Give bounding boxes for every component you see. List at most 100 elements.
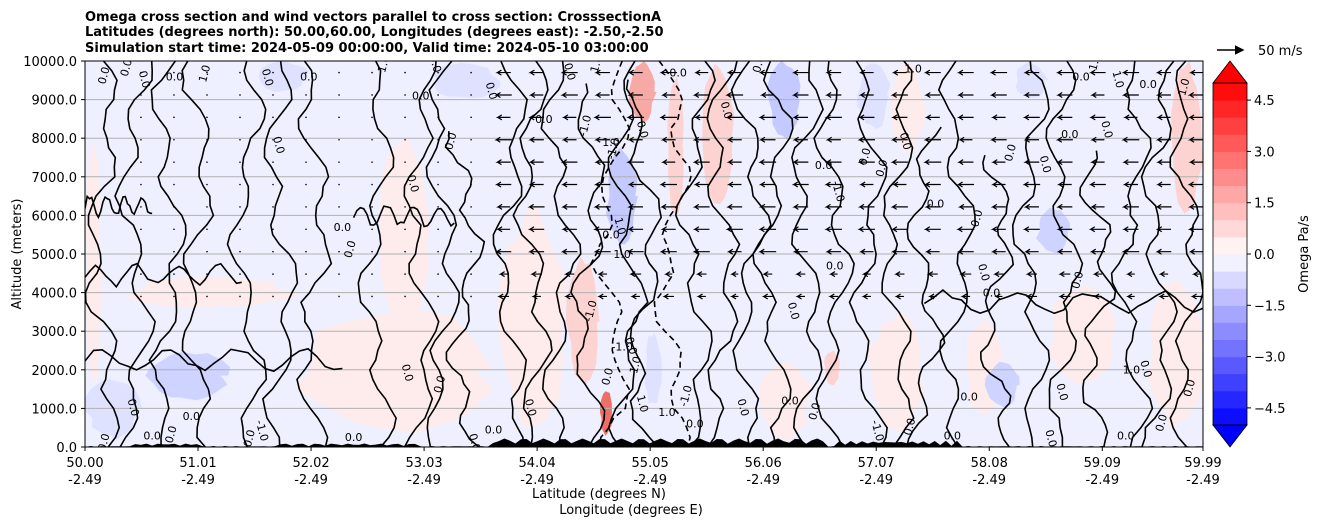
wind-vector (791, 181, 809, 188)
contour-line (1079, 150, 1117, 447)
wind-vector (1056, 248, 1073, 255)
wind-vector (989, 136, 1007, 143)
wind-vector (338, 71, 340, 74)
wind-vector (1122, 159, 1139, 166)
contour-label: 0.0 (960, 391, 978, 404)
wind-vector (759, 91, 775, 98)
wind-vector (470, 183, 472, 186)
colorbar-label: Omega Pa/s (1297, 215, 1312, 293)
wind-vector (1088, 181, 1106, 188)
colorbar-segment (1213, 151, 1247, 169)
wind-vector (1055, 136, 1073, 143)
contour-line (570, 83, 606, 447)
contour-line (85, 262, 242, 289)
y-tick-label: 7000.0 (32, 171, 78, 186)
contour-line (148, 61, 187, 447)
wind-vector (1025, 293, 1038, 300)
wind-vector (758, 69, 776, 76)
wind-vector (404, 183, 406, 186)
y-tick-label: 0.0 (56, 441, 77, 456)
wind-vector (857, 203, 875, 210)
omega-fill-region (565, 256, 600, 383)
wind-vector (726, 159, 742, 166)
wind-vector (663, 271, 673, 278)
wind-vector (792, 203, 809, 210)
wind-vector (1089, 69, 1106, 76)
wind-vector (338, 250, 340, 253)
wind-vector (1056, 114, 1073, 121)
wind-vector (990, 203, 1006, 210)
wind-vector (923, 181, 941, 188)
wind-vector (272, 138, 274, 141)
contour-label: 0.0 (944, 429, 962, 442)
wind-vector (528, 114, 545, 121)
contour-label: 0.0 (466, 432, 483, 452)
wind-vector (560, 248, 578, 255)
contour-line (357, 61, 397, 447)
contour-label: 0.0 (968, 208, 985, 228)
wind-vector (437, 228, 439, 231)
omega-fill-region (432, 62, 501, 98)
wind-vector (305, 161, 307, 163)
contour-line (262, 61, 299, 447)
wind-vector (528, 136, 544, 143)
wind-vector (305, 206, 307, 208)
contour-label: 0.0 (483, 81, 500, 101)
x-tick-label-latitude: 57.07 (858, 456, 895, 471)
wind-vector (660, 136, 676, 143)
wind-vector (890, 248, 908, 255)
contour-line (512, 61, 553, 447)
contour-label: 0.0 (1061, 128, 1079, 141)
contour-line (85, 194, 153, 220)
wind-vector (857, 159, 875, 166)
wind-vector (470, 295, 472, 298)
wind-vector (626, 114, 645, 121)
wind-vector (861, 271, 871, 278)
contour-line (1140, 61, 1178, 447)
colorbar-segment (1213, 305, 1247, 323)
contour-label: 0.0 (1037, 154, 1054, 174)
wind-vector (404, 116, 406, 119)
wind-vector (627, 181, 643, 188)
contour-line (791, 61, 824, 447)
wind-vector (593, 114, 611, 121)
wind-vector (924, 203, 941, 210)
wind-vector (894, 271, 905, 278)
wind-vector (437, 138, 439, 141)
wind-vector (494, 181, 512, 188)
wind-vector (627, 203, 643, 210)
colorbar: 4.5 3.0 1.5 0.0 −1.5 −3.0 −4.5 (1212, 60, 1286, 448)
wind-vector (627, 91, 643, 98)
wind-vector (629, 271, 642, 278)
contour-label: -1.0 (582, 299, 600, 323)
wind-vector (1090, 203, 1105, 210)
wind-vector (825, 91, 842, 98)
omega-fill-region (702, 63, 735, 205)
contour-label: 0.0 (1117, 429, 1135, 442)
wind-vector (957, 159, 974, 166)
contour-line (625, 79, 663, 447)
contour-label: 0.0 (334, 221, 352, 234)
wind-vector (924, 248, 940, 255)
wind-vector (239, 273, 241, 275)
wind-vector (659, 181, 677, 188)
wind-vector (858, 91, 874, 98)
wind-vector (206, 183, 208, 186)
wind-vector (627, 226, 644, 233)
omega-fill-region (758, 361, 813, 441)
contour-label: 1.0 (904, 63, 922, 76)
quiver-key: 50 m/s (1217, 44, 1303, 59)
omega-fill-region (644, 333, 663, 404)
wind-vector (495, 114, 511, 121)
colorbar-tick-label: −4.5 (1254, 402, 1286, 417)
colorbar-tick-label: 3.0 (1254, 145, 1275, 160)
wind-vector (305, 71, 307, 74)
y-tick-label: 8000.0 (32, 132, 78, 147)
wind-vector (371, 116, 373, 119)
contour-label: 0.0 (1072, 70, 1090, 83)
wind-vector (437, 116, 439, 119)
wind-vector (1188, 159, 1203, 166)
contour-line (85, 347, 343, 373)
plot-area: 0.0 0.0 0.0 1.0 0.0 0.01.0 0.0 0.01.00.01.00.0-… (84, 60, 1204, 452)
wind-vector (692, 136, 710, 143)
